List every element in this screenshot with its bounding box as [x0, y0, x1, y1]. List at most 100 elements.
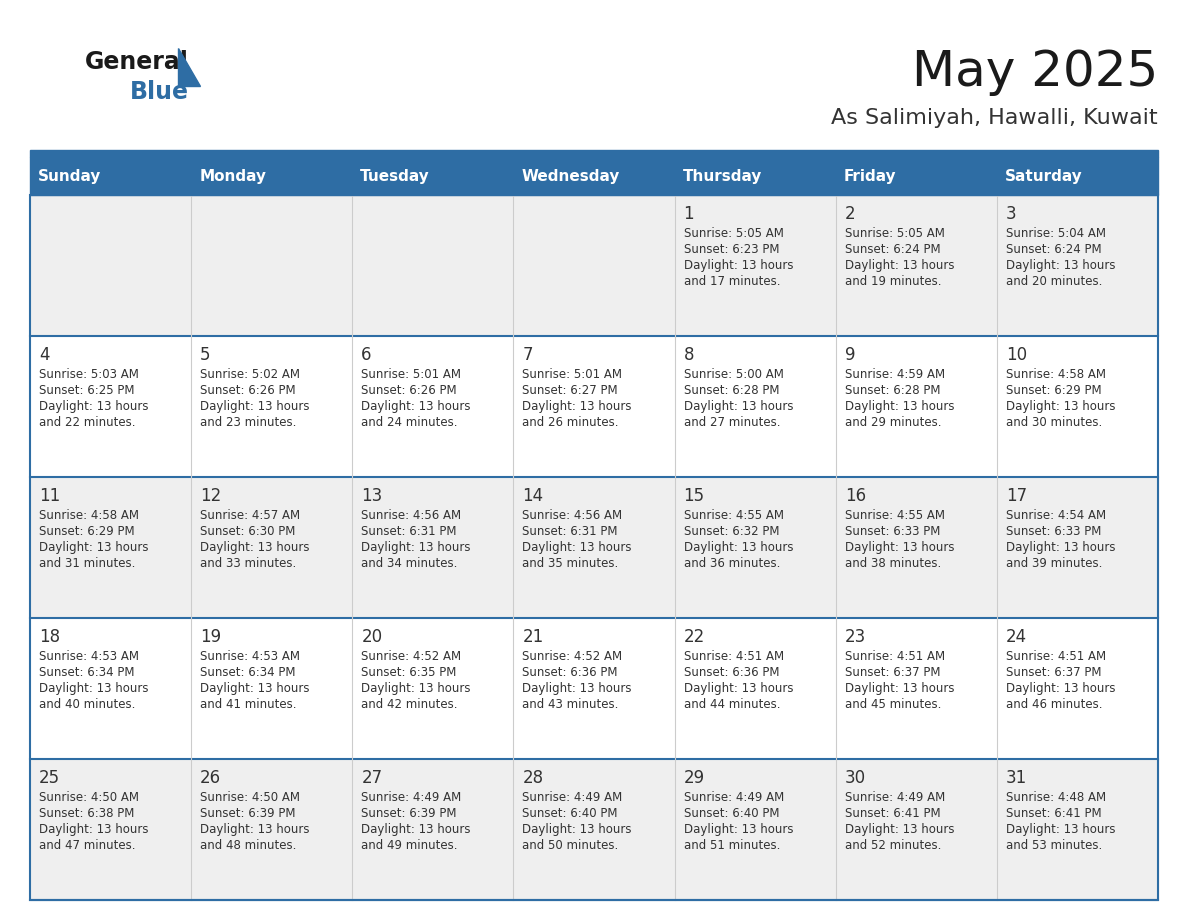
Text: 28: 28	[523, 769, 544, 787]
Text: and 36 minutes.: and 36 minutes.	[683, 557, 781, 570]
Text: Sunset: 6:41 PM: Sunset: 6:41 PM	[1006, 807, 1101, 820]
Text: Sunset: 6:37 PM: Sunset: 6:37 PM	[845, 666, 940, 679]
Text: Sunset: 6:36 PM: Sunset: 6:36 PM	[523, 666, 618, 679]
Text: and 35 minutes.: and 35 minutes.	[523, 557, 619, 570]
Text: 5: 5	[200, 346, 210, 364]
Text: 26: 26	[200, 769, 221, 787]
Text: 19: 19	[200, 628, 221, 646]
Text: 12: 12	[200, 487, 221, 505]
Text: Daylight: 13 hours: Daylight: 13 hours	[523, 682, 632, 695]
Text: 24: 24	[1006, 628, 1026, 646]
Text: Daylight: 13 hours: Daylight: 13 hours	[1006, 823, 1116, 836]
Text: and 27 minutes.: and 27 minutes.	[683, 416, 781, 429]
Text: and 19 minutes.: and 19 minutes.	[845, 275, 941, 288]
Text: Daylight: 13 hours: Daylight: 13 hours	[845, 400, 954, 413]
Text: Daylight: 13 hours: Daylight: 13 hours	[523, 823, 632, 836]
Text: Sunrise: 4:55 AM: Sunrise: 4:55 AM	[683, 509, 784, 522]
Text: Sunset: 6:29 PM: Sunset: 6:29 PM	[39, 525, 134, 538]
Polygon shape	[178, 48, 200, 86]
Text: Sunrise: 4:53 AM: Sunrise: 4:53 AM	[39, 650, 139, 663]
Text: 4: 4	[39, 346, 50, 364]
Text: Sunset: 6:38 PM: Sunset: 6:38 PM	[39, 807, 134, 820]
Text: Daylight: 13 hours: Daylight: 13 hours	[200, 823, 310, 836]
Text: and 23 minutes.: and 23 minutes.	[200, 416, 297, 429]
Text: Daylight: 13 hours: Daylight: 13 hours	[683, 682, 794, 695]
Text: 16: 16	[845, 487, 866, 505]
Text: and 52 minutes.: and 52 minutes.	[845, 839, 941, 852]
Text: and 43 minutes.: and 43 minutes.	[523, 698, 619, 711]
Text: Daylight: 13 hours: Daylight: 13 hours	[683, 541, 794, 554]
Text: Sunrise: 4:50 AM: Sunrise: 4:50 AM	[39, 791, 139, 804]
Text: and 47 minutes.: and 47 minutes.	[39, 839, 135, 852]
Text: Sunrise: 5:01 AM: Sunrise: 5:01 AM	[361, 368, 461, 381]
Text: 14: 14	[523, 487, 544, 505]
Text: Daylight: 13 hours: Daylight: 13 hours	[845, 682, 954, 695]
Text: and 40 minutes.: and 40 minutes.	[39, 698, 135, 711]
Text: Sunrise: 4:49 AM: Sunrise: 4:49 AM	[683, 791, 784, 804]
Text: Sunrise: 4:48 AM: Sunrise: 4:48 AM	[1006, 791, 1106, 804]
Text: Daylight: 13 hours: Daylight: 13 hours	[1006, 682, 1116, 695]
Text: 20: 20	[361, 628, 383, 646]
Text: Sunset: 6:26 PM: Sunset: 6:26 PM	[200, 384, 296, 397]
Text: and 29 minutes.: and 29 minutes.	[845, 416, 941, 429]
Text: and 53 minutes.: and 53 minutes.	[1006, 839, 1102, 852]
Text: Daylight: 13 hours: Daylight: 13 hours	[361, 400, 470, 413]
Text: 7: 7	[523, 346, 533, 364]
Text: and 31 minutes.: and 31 minutes.	[39, 557, 135, 570]
Text: Sunrise: 5:03 AM: Sunrise: 5:03 AM	[39, 368, 139, 381]
Text: Daylight: 13 hours: Daylight: 13 hours	[1006, 400, 1116, 413]
Text: Sunrise: 4:49 AM: Sunrise: 4:49 AM	[361, 791, 461, 804]
Text: and 24 minutes.: and 24 minutes.	[361, 416, 457, 429]
Text: Sunrise: 5:02 AM: Sunrise: 5:02 AM	[200, 368, 301, 381]
Text: Sunrise: 4:49 AM: Sunrise: 4:49 AM	[523, 791, 623, 804]
Text: Daylight: 13 hours: Daylight: 13 hours	[523, 400, 632, 413]
Bar	[30, 618, 1158, 759]
Text: and 46 minutes.: and 46 minutes.	[1006, 698, 1102, 711]
Text: Sunrise: 4:59 AM: Sunrise: 4:59 AM	[845, 368, 944, 381]
Text: 17: 17	[1006, 487, 1026, 505]
Text: Sunrise: 4:51 AM: Sunrise: 4:51 AM	[1006, 650, 1106, 663]
Bar	[30, 195, 1158, 900]
Text: and 38 minutes.: and 38 minutes.	[845, 557, 941, 570]
Bar	[30, 150, 1158, 157]
Text: 8: 8	[683, 346, 694, 364]
Text: 2: 2	[845, 205, 855, 223]
Text: and 45 minutes.: and 45 minutes.	[845, 698, 941, 711]
Text: Sunset: 6:28 PM: Sunset: 6:28 PM	[845, 384, 940, 397]
Text: General: General	[86, 50, 189, 74]
Text: 31: 31	[1006, 769, 1028, 787]
Text: and 26 minutes.: and 26 minutes.	[523, 416, 619, 429]
Text: Sunrise: 4:58 AM: Sunrise: 4:58 AM	[39, 509, 139, 522]
Text: Sunset: 6:25 PM: Sunset: 6:25 PM	[39, 384, 134, 397]
Text: Blue: Blue	[129, 80, 189, 104]
Text: Sunset: 6:33 PM: Sunset: 6:33 PM	[1006, 525, 1101, 538]
Text: Daylight: 13 hours: Daylight: 13 hours	[1006, 541, 1116, 554]
Text: Sunrise: 4:53 AM: Sunrise: 4:53 AM	[200, 650, 301, 663]
Text: Sunset: 6:33 PM: Sunset: 6:33 PM	[845, 525, 940, 538]
Text: 1: 1	[683, 205, 694, 223]
Text: Sunset: 6:24 PM: Sunset: 6:24 PM	[1006, 243, 1101, 256]
Bar	[30, 477, 1158, 618]
Text: Sunset: 6:28 PM: Sunset: 6:28 PM	[683, 384, 779, 397]
Text: Sunrise: 4:57 AM: Sunrise: 4:57 AM	[200, 509, 301, 522]
Text: 27: 27	[361, 769, 383, 787]
Text: Sunrise: 4:52 AM: Sunrise: 4:52 AM	[361, 650, 461, 663]
Text: and 49 minutes.: and 49 minutes.	[361, 839, 457, 852]
Text: Sunset: 6:34 PM: Sunset: 6:34 PM	[200, 666, 296, 679]
Text: and 42 minutes.: and 42 minutes.	[361, 698, 457, 711]
Text: Saturday: Saturday	[1005, 169, 1082, 184]
Text: Sunrise: 5:01 AM: Sunrise: 5:01 AM	[523, 368, 623, 381]
Text: Sunset: 6:30 PM: Sunset: 6:30 PM	[200, 525, 296, 538]
Text: Sunset: 6:24 PM: Sunset: 6:24 PM	[845, 243, 941, 256]
Text: 13: 13	[361, 487, 383, 505]
Text: Sunrise: 4:52 AM: Sunrise: 4:52 AM	[523, 650, 623, 663]
Text: Sunset: 6:41 PM: Sunset: 6:41 PM	[845, 807, 941, 820]
Text: Sunset: 6:32 PM: Sunset: 6:32 PM	[683, 525, 779, 538]
Text: 21: 21	[523, 628, 544, 646]
Text: Daylight: 13 hours: Daylight: 13 hours	[361, 823, 470, 836]
Text: Daylight: 13 hours: Daylight: 13 hours	[39, 682, 148, 695]
Text: Sunset: 6:23 PM: Sunset: 6:23 PM	[683, 243, 779, 256]
Text: Sunrise: 4:56 AM: Sunrise: 4:56 AM	[361, 509, 461, 522]
Bar	[30, 336, 1158, 477]
Text: and 22 minutes.: and 22 minutes.	[39, 416, 135, 429]
